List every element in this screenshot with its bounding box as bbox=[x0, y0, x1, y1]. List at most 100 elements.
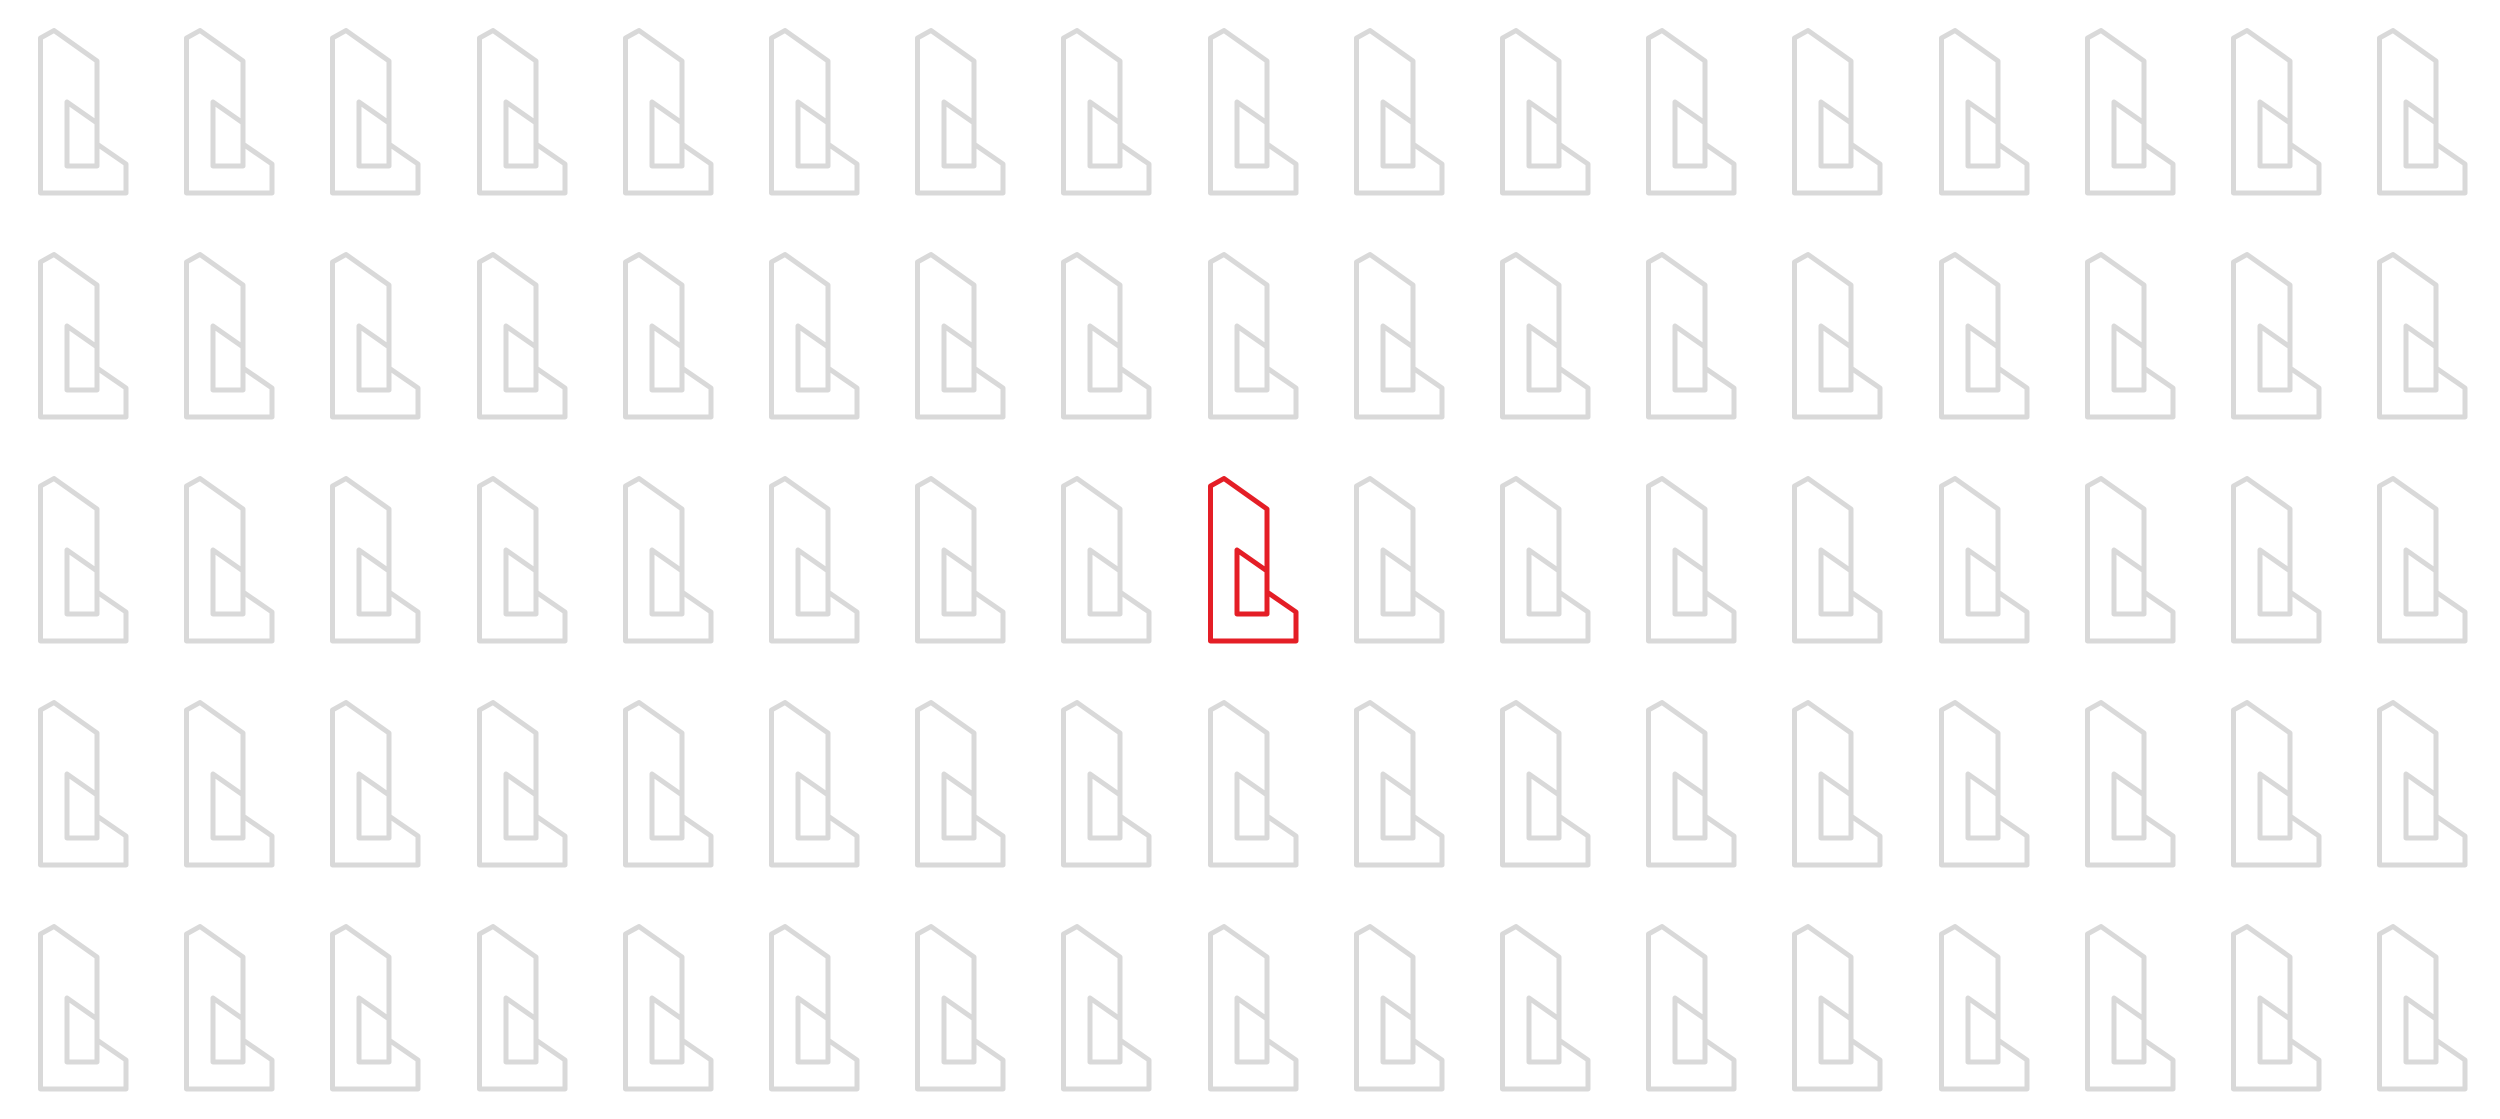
building-icon-glyph bbox=[2231, 476, 2322, 644]
building-icon-glyph bbox=[476, 700, 568, 868]
building-outline bbox=[1353, 700, 1445, 868]
building-icon bbox=[2084, 476, 2176, 646]
building-outline bbox=[184, 28, 275, 196]
building-icon bbox=[1646, 28, 1737, 198]
building-icon-highlighted bbox=[1207, 476, 1299, 646]
building-icon-glyph bbox=[915, 924, 1006, 1092]
building-icon-glyph bbox=[1353, 28, 1445, 196]
building-icon-glyph bbox=[1061, 28, 1152, 196]
building-icon bbox=[1792, 476, 1883, 646]
building-icon bbox=[1207, 252, 1299, 422]
building-outline bbox=[2231, 700, 2322, 868]
building-icon-glyph bbox=[38, 924, 129, 1092]
building-icon bbox=[38, 28, 129, 198]
building-icon bbox=[769, 476, 860, 646]
building-icon bbox=[2377, 28, 2468, 198]
building-icon bbox=[184, 252, 275, 422]
building-icon-glyph bbox=[476, 252, 568, 420]
building-outline bbox=[330, 700, 421, 868]
building-icon bbox=[1938, 252, 2030, 422]
building-icon bbox=[1938, 924, 2030, 1094]
building-icon-glyph bbox=[1938, 924, 2030, 1092]
building-outline bbox=[330, 476, 421, 644]
building-outline bbox=[330, 924, 421, 1092]
building-icon-glyph bbox=[38, 28, 129, 196]
building-icon bbox=[622, 700, 714, 870]
building-icon-glyph bbox=[1938, 476, 2030, 644]
building-icon bbox=[2084, 252, 2176, 422]
building-outline bbox=[622, 252, 714, 420]
building-icon-glyph bbox=[622, 924, 714, 1092]
building-icon-glyph bbox=[2231, 252, 2322, 420]
building-icon-glyph bbox=[1646, 476, 1737, 644]
building-icon bbox=[769, 924, 860, 1094]
building-icon-glyph bbox=[1646, 924, 1737, 1092]
building-icon bbox=[1500, 700, 1591, 870]
building-icon bbox=[476, 28, 568, 198]
building-icon-glyph bbox=[1353, 700, 1445, 868]
building-outline bbox=[1792, 476, 1883, 644]
building-icon-glyph bbox=[2231, 924, 2322, 1092]
building-icon bbox=[2377, 924, 2468, 1094]
building-outline bbox=[1061, 700, 1152, 868]
building-outline bbox=[769, 252, 860, 420]
building-icon bbox=[1938, 476, 2030, 646]
building-icon-glyph bbox=[2377, 252, 2468, 420]
building-outline bbox=[1061, 476, 1152, 644]
building-icon bbox=[1353, 28, 1445, 198]
building-icon-glyph bbox=[915, 476, 1006, 644]
building-icon bbox=[1938, 700, 2030, 870]
building-icon bbox=[2377, 476, 2468, 646]
building-icon-glyph bbox=[2377, 700, 2468, 868]
building-outline bbox=[915, 700, 1006, 868]
building-icon bbox=[1207, 28, 1299, 198]
building-outline bbox=[38, 252, 129, 420]
building-outline bbox=[1207, 924, 1299, 1092]
building-icon-glyph bbox=[2084, 252, 2176, 420]
building-icon-glyph bbox=[1792, 924, 1883, 1092]
building-outline bbox=[476, 476, 568, 644]
building-icon-glyph bbox=[1938, 28, 2030, 196]
building-icon-glyph bbox=[38, 700, 129, 868]
building-outline bbox=[1500, 28, 1591, 196]
building-outline bbox=[2084, 252, 2176, 420]
building-icon-glyph bbox=[1938, 252, 2030, 420]
building-icon bbox=[622, 476, 714, 646]
building-outline bbox=[1938, 252, 2030, 420]
building-icon bbox=[1061, 924, 1152, 1094]
building-outline bbox=[1938, 28, 2030, 196]
building-icon bbox=[2231, 924, 2322, 1094]
building-icon bbox=[38, 924, 129, 1094]
building-outline bbox=[1353, 252, 1445, 420]
building-icon-glyph bbox=[1500, 476, 1591, 644]
building-icon bbox=[1646, 700, 1737, 870]
building-icon-glyph bbox=[622, 476, 714, 644]
building-icon bbox=[1500, 476, 1591, 646]
building-icon bbox=[330, 28, 421, 198]
building-outline bbox=[1353, 476, 1445, 644]
building-icon-glyph bbox=[1207, 700, 1299, 868]
building-outline bbox=[2377, 28, 2468, 196]
building-icon-glyph bbox=[2084, 28, 2176, 196]
building-outline bbox=[915, 28, 1006, 196]
building-icon-glyph bbox=[769, 476, 860, 644]
building-icon-glyph bbox=[2084, 476, 2176, 644]
building-outline bbox=[2231, 476, 2322, 644]
building-outline bbox=[1646, 924, 1737, 1092]
building-icon-glyph bbox=[915, 252, 1006, 420]
building-outline bbox=[1646, 476, 1737, 644]
building-outline bbox=[1792, 700, 1883, 868]
building-outline bbox=[2231, 28, 2322, 196]
building-icon-glyph bbox=[1500, 28, 1591, 196]
building-outline bbox=[1792, 28, 1883, 196]
building-icon bbox=[915, 476, 1006, 646]
building-outline bbox=[330, 28, 421, 196]
building-icon-glyph bbox=[769, 28, 860, 196]
building-icon-glyph bbox=[1207, 252, 1299, 420]
building-icon bbox=[330, 252, 421, 422]
building-icon bbox=[2377, 252, 2468, 422]
building-icon-glyph bbox=[2377, 476, 2468, 644]
building-icon bbox=[1061, 28, 1152, 198]
building-icon-glyph bbox=[915, 700, 1006, 868]
